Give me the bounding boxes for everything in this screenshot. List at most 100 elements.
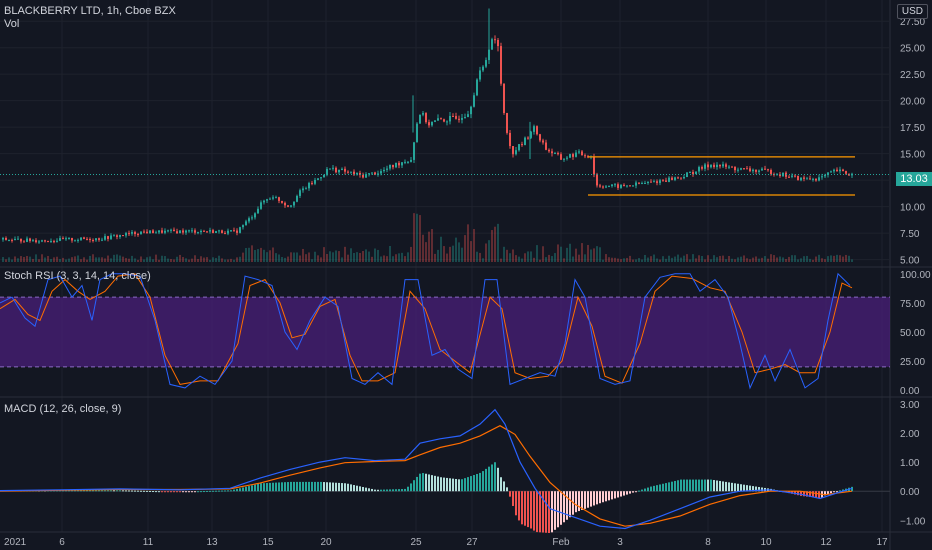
macd-histogram-bar bbox=[851, 486, 853, 492]
price-axis-tick: 17.50 bbox=[900, 123, 925, 134]
volume-bar bbox=[140, 256, 142, 262]
volume-bar bbox=[494, 226, 496, 262]
volume-bar bbox=[398, 253, 400, 262]
candle-body bbox=[290, 205, 292, 207]
macd-histogram-bar bbox=[449, 478, 451, 492]
macd-histogram-bar bbox=[707, 479, 709, 492]
volume-bar bbox=[407, 252, 409, 262]
currency-badge[interactable]: USD bbox=[896, 4, 928, 19]
candle-body bbox=[719, 164, 721, 167]
macd-histogram-bar bbox=[413, 480, 415, 492]
candle-body bbox=[74, 240, 76, 242]
volume-bar bbox=[467, 224, 469, 262]
macd-histogram-bar bbox=[182, 491, 184, 493]
time-axis-tick: 6 bbox=[59, 537, 65, 548]
volume-bar bbox=[215, 257, 217, 262]
volume-bar bbox=[161, 255, 163, 262]
volume-bar bbox=[236, 257, 238, 262]
volume-bar bbox=[569, 243, 571, 262]
candle-body bbox=[107, 236, 109, 239]
stoch-axis-tick: 100.00 bbox=[900, 270, 931, 281]
candle-body bbox=[158, 230, 160, 233]
candle-body bbox=[770, 170, 772, 174]
candle-body bbox=[560, 154, 562, 160]
volume-bar bbox=[371, 256, 373, 262]
macd-histogram-bar bbox=[758, 487, 760, 492]
volume-bar bbox=[92, 254, 94, 262]
macd-histogram-bar bbox=[671, 481, 673, 492]
volume-bar bbox=[164, 256, 166, 262]
macd-histogram-bar bbox=[446, 477, 448, 492]
candle-body bbox=[803, 177, 805, 179]
macd-histogram-bar bbox=[236, 488, 238, 492]
volume-bar bbox=[719, 255, 721, 262]
macd-histogram-bar bbox=[533, 491, 535, 531]
macd-histogram-bar bbox=[737, 483, 739, 492]
volume-bar bbox=[647, 257, 649, 262]
volume-bar bbox=[665, 258, 667, 262]
macd-histogram-bar bbox=[77, 490, 79, 492]
macd-histogram-bar bbox=[590, 491, 592, 507]
candle-body bbox=[680, 177, 682, 179]
candle-body bbox=[455, 116, 457, 119]
volume-bar bbox=[107, 255, 109, 262]
macd-histogram-bar bbox=[68, 490, 70, 492]
candle-body bbox=[320, 177, 322, 179]
volume-bar bbox=[518, 256, 520, 262]
candle-body bbox=[542, 140, 544, 143]
candle-body bbox=[767, 169, 769, 171]
volume-bar bbox=[104, 258, 106, 262]
candle-body bbox=[101, 239, 103, 241]
macd-histogram-bar bbox=[698, 479, 700, 492]
volume-bar bbox=[614, 257, 616, 262]
volume-bar bbox=[23, 257, 25, 262]
volume-bar bbox=[32, 258, 34, 262]
candle-body bbox=[800, 177, 802, 181]
volume-bar bbox=[47, 255, 49, 262]
volume-bar bbox=[443, 246, 445, 262]
candle-body bbox=[311, 182, 313, 184]
macd-histogram-bar bbox=[401, 489, 403, 492]
macd-histogram-bar bbox=[632, 491, 634, 493]
volume-bar bbox=[230, 258, 232, 262]
candle-body bbox=[14, 239, 16, 241]
volume-bar bbox=[59, 259, 61, 262]
volume-bar bbox=[473, 228, 475, 262]
candle-body bbox=[602, 186, 604, 188]
macd-histogram-bar bbox=[83, 490, 85, 492]
volume-bar bbox=[134, 258, 136, 262]
candle-body bbox=[821, 176, 823, 178]
candle-body bbox=[143, 231, 145, 233]
volume-bar bbox=[533, 257, 535, 262]
candle-body bbox=[485, 60, 487, 67]
candle-body bbox=[632, 185, 634, 187]
volume-bar bbox=[608, 257, 610, 262]
macd-histogram-bar bbox=[695, 479, 697, 492]
candle-body bbox=[683, 176, 685, 179]
candle-body bbox=[362, 174, 364, 178]
macd-histogram-bar bbox=[329, 482, 331, 492]
candle-body bbox=[737, 169, 739, 171]
macd-histogram-bar bbox=[368, 488, 370, 492]
macd-histogram-bar bbox=[320, 481, 322, 492]
volume-bar bbox=[242, 252, 244, 262]
volume-bar bbox=[131, 255, 133, 262]
macd-histogram-bar bbox=[623, 491, 625, 496]
macd-histogram-bar bbox=[296, 481, 298, 492]
volume-bar bbox=[380, 256, 382, 262]
macd-histogram-bar bbox=[302, 481, 304, 492]
volume-bar bbox=[359, 253, 361, 262]
macd-histogram-bar bbox=[626, 491, 628, 495]
macd-histogram-bar bbox=[275, 482, 277, 492]
macd-histogram-bar bbox=[101, 490, 103, 492]
volume-bar bbox=[584, 254, 586, 262]
macd-histogram-bar bbox=[317, 481, 319, 492]
volume-bar bbox=[404, 256, 406, 262]
candle-body bbox=[188, 230, 190, 232]
macd-histogram-bar bbox=[743, 484, 745, 492]
volume-bar bbox=[500, 258, 502, 262]
macd-histogram-bar bbox=[710, 479, 712, 492]
volume-bar bbox=[206, 257, 208, 262]
volume-bar bbox=[740, 256, 742, 262]
